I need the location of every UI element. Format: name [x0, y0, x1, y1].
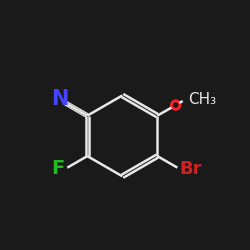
Text: F: F — [51, 159, 64, 178]
Text: CH₃: CH₃ — [188, 92, 216, 106]
Text: N: N — [51, 89, 68, 109]
Text: Br: Br — [179, 160, 202, 178]
